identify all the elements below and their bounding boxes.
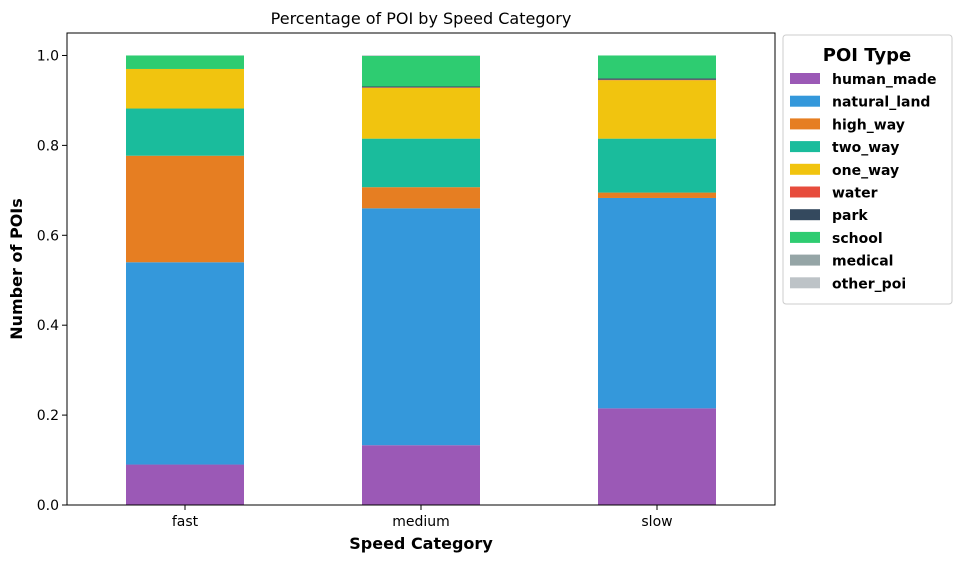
x-tick-label-medium: medium — [392, 514, 450, 530]
bar-slow-human_made — [598, 408, 716, 505]
legend-swatch-medical — [790, 254, 820, 266]
bar-fast-human_made — [126, 464, 244, 505]
bar-slow-two_way — [598, 138, 716, 193]
legend-swatch-water — [790, 186, 820, 198]
legend-label-other_poi: other_poi — [832, 276, 906, 292]
legend-frame — [782, 34, 953, 305]
y-tick-label: 0.0 — [37, 498, 59, 514]
y-tick-label: 0.2 — [37, 408, 59, 424]
bar-medium-school — [362, 55, 480, 87]
legend-label-natural_land: natural_land — [832, 95, 930, 111]
bar-slow-school — [598, 55, 716, 79]
legend-label-high_way: high_way — [832, 117, 905, 133]
bar-fast-two_way — [126, 108, 244, 156]
bar-slow-one_way — [598, 80, 716, 139]
legend-items: human_made natural_land high_way two_wayone… — [790, 72, 937, 292]
y-tick-label: 0.4 — [37, 318, 59, 334]
bar-medium-high_way — [362, 187, 480, 209]
x-axis-ticks: fast medium slow — [172, 505, 673, 530]
legend-swatch-school — [790, 231, 820, 243]
bar-fast-school — [126, 55, 244, 69]
bars-group — [126, 55, 716, 505]
x-tick-label-slow: slow — [641, 514, 672, 530]
legend-swatch-park — [790, 209, 820, 221]
bar-slow-natural_land — [598, 197, 716, 409]
legend-title: POI Type — [823, 45, 911, 66]
legend-swatch-natural_land — [790, 95, 820, 107]
bar-fast-high_way — [126, 155, 244, 263]
bar-slow-high_way — [598, 192, 716, 198]
bar-medium-park — [362, 86, 480, 88]
legend-swatch-one_way — [790, 163, 820, 175]
legend-swatch-high_way — [790, 118, 820, 130]
legend-label-one_way: one_way — [832, 163, 899, 179]
x-tick-label-fast: fast — [172, 514, 199, 530]
y-tick-label: 0.8 — [37, 138, 59, 154]
bar-slow-park — [598, 78, 716, 80]
y-tick-label: 1.0 — [37, 48, 59, 64]
legend-swatch-other_poi — [790, 277, 820, 289]
legend: POI Type human_made natural_land high_wayt… — [782, 34, 953, 305]
bar-medium-human_made — [362, 445, 480, 505]
bar-fast-natural_land — [126, 262, 244, 465]
legend-swatch-human_made — [790, 73, 820, 84]
legend-label-school: school — [832, 231, 883, 247]
bar-fast-one_way — [126, 68, 244, 109]
y-axis-label: Number of POIs — [7, 198, 26, 340]
bar-medium-natural_land — [362, 208, 480, 446]
bar-medium-one_way — [362, 87, 480, 139]
legend-swatch-two_way — [790, 141, 820, 153]
legend-label-medical: medical — [832, 254, 893, 270]
x-axis-label: Speed Category — [349, 534, 493, 553]
y-tick-label: 0.6 — [37, 228, 59, 244]
legend-label-human_made: human_made — [832, 72, 937, 88]
bar-medium-two_way — [362, 138, 480, 188]
legend-label-water: water — [832, 186, 878, 202]
legend-label-park: park — [832, 208, 868, 224]
chart-title: Percentage of POI by Speed Category — [271, 9, 572, 28]
legend-label-two_way: two_way — [832, 140, 899, 156]
y-axis-ticks: 0.0 0.2 0.4 0.6 0.8 1.0 — [37, 48, 67, 514]
